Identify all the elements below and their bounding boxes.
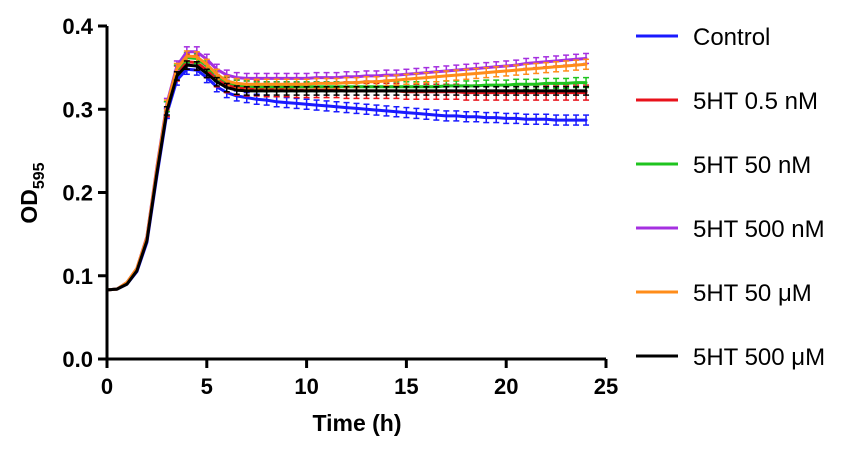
y-tick-label: 0.4 xyxy=(62,14,93,39)
legend-label: 5HT 500 μM xyxy=(693,344,825,371)
plot-area xyxy=(105,46,590,292)
series-5ht-500-m xyxy=(105,60,590,292)
legend-label: Control xyxy=(693,24,770,51)
legend: Control 5HT 0.5 nM 5HT 50 nM 5HT 500 nM 5HT … xyxy=(636,24,825,371)
x-tick-label: 5 xyxy=(201,374,213,399)
x-tick-label: 15 xyxy=(394,374,418,399)
x-ticks: 0 5 10 15 20 25 xyxy=(101,359,618,399)
legend-label: 5HT 50 μM xyxy=(693,280,812,307)
y-tick-label: 0.2 xyxy=(62,181,93,206)
y-ticks: 0.0 0.1 0.2 0.3 0.4 xyxy=(62,14,107,372)
y-axis-title-subscript: 595 xyxy=(31,162,48,189)
legend-label: 5HT 50 nM xyxy=(693,152,811,179)
y-axis-title: OD595 xyxy=(16,162,48,223)
y-tick-label: 0.1 xyxy=(62,264,93,289)
x-tick-label: 10 xyxy=(294,374,318,399)
series-line xyxy=(105,54,588,292)
x-tick-label: 20 xyxy=(494,374,518,399)
y-tick-label: 0.0 xyxy=(62,347,93,372)
x-axis-title: Time (h) xyxy=(312,410,401,436)
y-axis-title-main: OD xyxy=(16,189,42,224)
series-line xyxy=(105,63,588,292)
axes: 0 5 10 15 20 25 0.0 0.1 0.2 0.3 0.4 Time (h) OD59… xyxy=(16,14,618,436)
legend-label: 5HT 500 nM xyxy=(693,216,825,243)
y-tick-label: 0.3 xyxy=(62,97,93,122)
x-tick-label: 25 xyxy=(594,374,618,399)
legend-label: 5HT 0.5 nM xyxy=(693,88,818,115)
x-tick-label: 0 xyxy=(101,374,113,399)
